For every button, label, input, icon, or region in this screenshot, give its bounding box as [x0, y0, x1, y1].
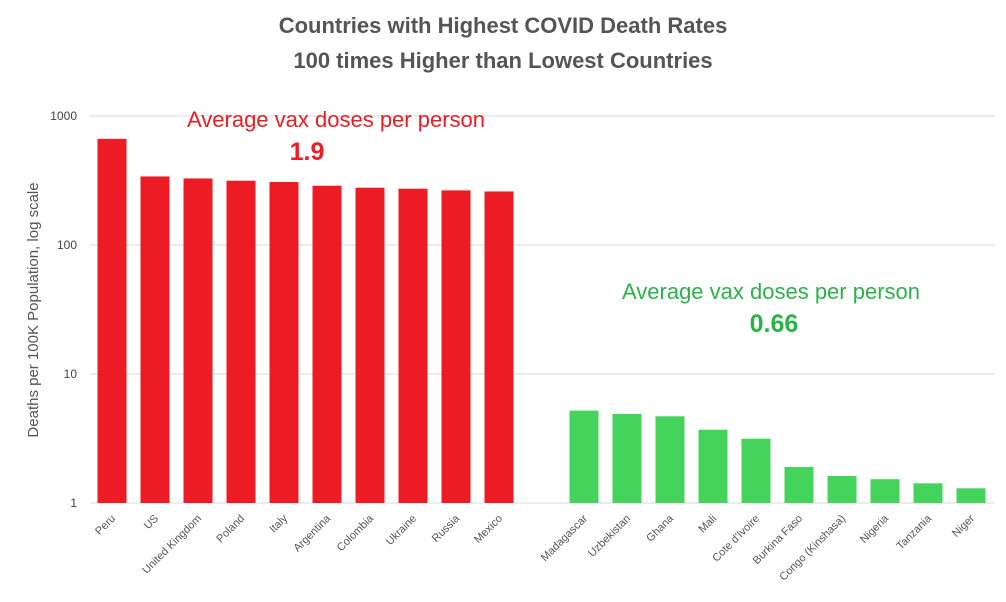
- bar-italy: [269, 181, 299, 503]
- category-label: Italy: [267, 512, 290, 535]
- bar-peru: [97, 138, 127, 503]
- y-tick-label: 100: [57, 238, 77, 252]
- bar-united-kingdom: [183, 178, 213, 503]
- category-label: Mexico: [472, 513, 505, 546]
- bar-ukraine: [398, 188, 428, 503]
- category-label: Ukraine: [384, 513, 419, 548]
- bar-madagascar: [569, 410, 599, 503]
- category-label: Peru: [93, 513, 118, 538]
- bar-ghana: [655, 416, 685, 503]
- category-label: Madagascar: [539, 512, 591, 564]
- bar-mali: [698, 429, 728, 503]
- annotation-green-value: 0.66: [750, 310, 799, 338]
- annotation-green-text: Average vax doses per person: [622, 279, 920, 304]
- y-tick-label: 1000: [50, 109, 77, 123]
- bar-poland: [226, 180, 256, 503]
- bar-mexico: [484, 191, 514, 503]
- bar-uzbekistan: [612, 413, 642, 503]
- gridlines: [90, 115, 995, 504]
- bar-burkina-faso: [784, 467, 814, 503]
- annotation-red-value: 1.9: [290, 138, 325, 166]
- y-axis-label: Deaths per 100K Population, log scale: [25, 182, 42, 437]
- bars: [97, 138, 986, 504]
- y-axis-ticks: 1 10 100 1000: [50, 109, 77, 510]
- bar-niger: [956, 488, 986, 503]
- chart-title-line-2: 100 times Higher than Lowest Countries: [293, 48, 712, 73]
- category-label: Poland: [214, 513, 247, 546]
- category-label: Argentina: [291, 512, 333, 554]
- bar-cote-d-ivoire: [741, 438, 771, 503]
- category-label: Niger: [950, 512, 977, 539]
- y-tick-label: 10: [64, 367, 78, 381]
- category-label: Tanzania: [894, 512, 934, 552]
- y-tick-label: 1: [70, 496, 77, 510]
- chart-title-line-1: Countries with Highest COVID Death Rates: [279, 13, 728, 38]
- bar-nigeria: [870, 479, 900, 503]
- category-label: Uzbekistan: [586, 513, 633, 560]
- category-label: Ghana: [644, 512, 676, 544]
- category-label: Russia: [430, 512, 463, 545]
- bar-colombia: [355, 187, 385, 504]
- category-label: US: [142, 513, 161, 532]
- category-label: Colombia: [335, 512, 377, 554]
- category-label: Nigeria: [858, 512, 892, 546]
- annotation-red-text: Average vax doses per person: [187, 107, 485, 132]
- bar-russia: [441, 190, 471, 503]
- bar-argentina: [312, 185, 342, 503]
- category-label: Mali: [696, 513, 719, 536]
- bar-us: [140, 176, 170, 504]
- bar-congo-kinshasa: [827, 475, 857, 503]
- bar-tanzania: [913, 483, 943, 503]
